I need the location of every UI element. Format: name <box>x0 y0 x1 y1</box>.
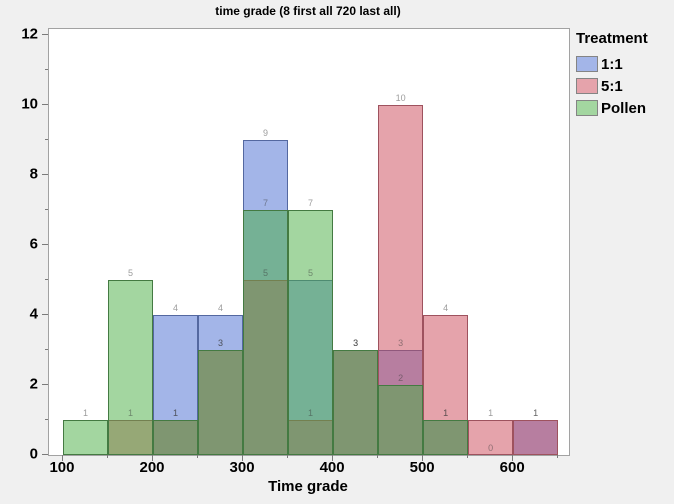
x-axis-title: Time grade <box>268 478 348 495</box>
y-tick-label: 12 <box>21 25 38 43</box>
bar-count-label: 3 <box>398 338 404 348</box>
bar-5:1-600[interactable] <box>513 420 559 455</box>
bar-Pollen-200[interactable] <box>153 420 199 455</box>
legend-item-label: Pollen <box>601 99 647 117</box>
legend-title: Treatment <box>576 30 648 47</box>
y-major-tick <box>42 33 48 35</box>
bar-count-label: 1 <box>308 408 314 418</box>
y-tick-label: 10 <box>21 95 38 113</box>
x-minor-tick <box>197 455 199 458</box>
bar-count-label: 5 <box>127 267 133 278</box>
bar-count-label: 7 <box>263 197 269 208</box>
x-minor-tick <box>377 455 379 458</box>
y-major-tick <box>42 173 48 175</box>
x-tick-label: 200 <box>139 459 165 476</box>
y-tick-label: 4 <box>29 305 38 323</box>
bar-count-label: 7 <box>308 197 314 208</box>
bar-count-label: 3 <box>218 338 224 348</box>
bar-Pollen-100[interactable] <box>62 420 108 455</box>
legend-swatch-1:1[interactable] <box>576 56 598 72</box>
bar-count-label: 1 <box>127 408 133 418</box>
legend: Treatment 1:1 5:1 Pollen <box>576 30 648 122</box>
bar-count-label: 5 <box>263 267 269 278</box>
x-minor-tick <box>287 455 289 458</box>
x-major-tick <box>152 455 153 461</box>
chart-title: time grade (8 first all 720 last all) <box>215 4 401 18</box>
x-tick-label: 300 <box>229 459 255 476</box>
bar-count-label: 3 <box>353 338 359 348</box>
y-minor-tick <box>45 418 48 420</box>
bar-count-label: 1 <box>443 408 449 418</box>
y-major-tick <box>42 313 48 315</box>
x-minor-tick <box>106 455 108 458</box>
x-tick-label: 400 <box>319 459 345 476</box>
legend-swatch-5:1[interactable] <box>576 78 598 94</box>
bar-Pollen-500[interactable] <box>423 420 469 455</box>
bar-count-label: 1 <box>533 408 539 418</box>
y-major-tick <box>42 103 48 105</box>
bar-Pollen-350[interactable] <box>288 209 334 455</box>
y-tick-label: 2 <box>29 375 38 393</box>
bar-Pollen-450[interactable] <box>378 385 424 455</box>
y-minor-tick <box>45 348 48 350</box>
x-major-tick <box>332 455 334 461</box>
legend-item-Pollen[interactable]: Pollen <box>576 99 648 117</box>
y-tick-label: 0 <box>29 445 38 463</box>
bar-count-label: 2 <box>398 373 404 383</box>
x-major-tick <box>512 455 514 461</box>
y-major-tick <box>42 454 48 455</box>
bar-count-label: 1 <box>533 408 539 418</box>
x-tick-label: 100 <box>49 459 75 476</box>
x-major-tick <box>422 455 424 461</box>
legend-item-label: 1:1 <box>601 55 623 73</box>
legend-item-5:1[interactable]: 5:1 <box>576 77 648 95</box>
x-major-tick <box>242 455 244 461</box>
bar-5:1-550[interactable] <box>468 420 514 455</box>
y-tick-label: 6 <box>29 235 38 253</box>
bar-count-label: 10 <box>395 92 406 103</box>
y-major-tick <box>42 383 48 385</box>
y-minor-tick <box>45 68 48 70</box>
bar-count-label: 1 <box>443 408 449 418</box>
bar-count-label: 1 <box>488 408 494 418</box>
x-tick-label: 500 <box>409 459 435 476</box>
y-minor-tick <box>45 208 48 210</box>
bar-Pollen-150[interactable] <box>107 279 153 455</box>
x-tick-label: 600 <box>499 459 525 476</box>
bar-count-label: 3 <box>218 338 224 348</box>
y-tick-label: 8 <box>29 165 38 183</box>
x-minor-tick <box>557 455 559 458</box>
bar-count-label: 4 <box>443 302 449 313</box>
bar-count-label: 3 <box>353 338 359 348</box>
y-minor-tick <box>45 278 48 280</box>
bar-count-label: 1 <box>172 408 179 418</box>
bar-Pollen-300[interactable] <box>243 209 289 455</box>
legend-swatch-Pollen[interactable] <box>576 100 598 116</box>
bar-count-label: 9 <box>263 127 269 138</box>
bar-count-label: 3 <box>353 338 359 348</box>
legend-item-label: 5:1 <box>601 77 623 95</box>
y-minor-tick <box>45 138 48 140</box>
x-major-tick <box>61 455 63 461</box>
x-minor-tick <box>467 455 469 458</box>
bar-count-label: 1 <box>82 408 88 418</box>
y-major-tick <box>42 243 48 245</box>
bar-count-label: 0 <box>488 443 494 453</box>
bar-count-label: 1 <box>172 408 179 418</box>
legend-items: 1:1 5:1 Pollen <box>576 55 648 117</box>
plot-area[interactable]: 4 4 9 5 3 3 1 1 1 1 3 5 1 3 10 4 1 1 1 5 1 3 7 7 3 2 1 0 <box>48 28 570 456</box>
bar-count-label: 4 <box>172 302 179 313</box>
legend-item-1:1[interactable]: 1:1 <box>576 55 648 73</box>
bar-Pollen-250[interactable] <box>198 350 244 455</box>
bar-count-label: 4 <box>218 302 224 313</box>
bar-count-label: 5 <box>308 267 314 278</box>
bar-Pollen-400[interactable] <box>333 350 379 455</box>
